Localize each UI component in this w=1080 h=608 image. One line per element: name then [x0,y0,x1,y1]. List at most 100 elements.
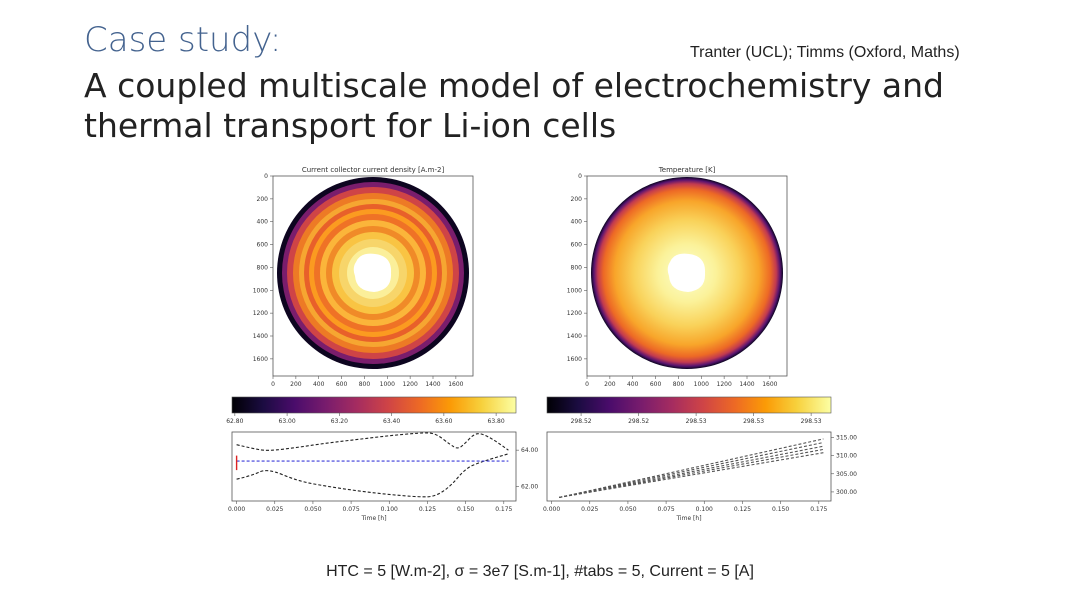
line-plot-1-xlabel: Time [h] [360,515,386,522]
y-tick-label: 0 [578,173,582,180]
x-tick-label: 800 [673,381,685,388]
x-tick-label: 0.050 [304,506,321,513]
line-plot-2-marks: 0.000 0.025 0.050 0.075 0.100 0.125 0.150 0.175… [543,434,857,513]
line-plot-current-density: 0.000 0.025 0.050 0.075 0.100 0.125 0.150 0.175… [228,431,538,522]
x-tick-label: 0 [585,381,589,388]
line-plot-1-frame [231,431,517,502]
colorbar-tick-label: 63.60 [435,418,452,425]
line-plot-2-xlabel: Time [h] [675,515,701,522]
slide-title: A coupled multiscale model of electroche… [84,66,944,146]
slide-title-line-1: A coupled multiscale model of electroche… [84,66,944,105]
colorbar-1-ticks: 62.80 63.00 63.20 63.40 63.60 63.80 [226,413,505,425]
x-tick-label: 0.000 [228,506,245,513]
colorbar-temperature: 298.52 298.52 298.53 298.53 298.53 [546,396,832,425]
y-tick-label: 300.00 [836,489,857,496]
x-tick-label: 1400 [425,381,440,388]
x-tick-label: 0 [271,381,275,388]
line-plot-1-marks: 0.000 0.025 0.050 0.075 0.100 0.125 0.150 0.175… [228,432,538,513]
colorbar-tick-label: 298.53 [743,418,764,425]
x-tick-label: 200 [604,381,616,388]
x-tick-label: 1200 [717,381,732,388]
x-tick-label: 1600 [762,381,777,388]
y-tick-label: 200 [257,196,269,203]
y-tick-label: 600 [571,242,583,249]
y-tick-label: 1000 [567,287,582,294]
y-tick-label: 800 [257,264,269,271]
y-tick-label: 64.00 [521,447,538,454]
x-tick-label: 0.175 [810,506,827,513]
x-tick-label: 200 [290,381,302,388]
x-tick-label: 0.100 [381,506,398,513]
x-tick-label: 1000 [694,381,709,388]
colorbar-tick-label: 298.53 [686,418,707,425]
x-tick-label: 0.100 [696,506,713,513]
y-tick-label: 305.00 [836,471,857,478]
x-tick-label: 600 [650,381,662,388]
x-tick-label: 1000 [380,381,395,388]
x-tick-label: 0.050 [619,506,636,513]
line-plot-temperature: 0.000 0.025 0.050 0.075 0.100 0.125 0.150 0.175… [543,431,857,522]
y-tick-label: 600 [257,242,269,249]
heatmap-1-title: Current collector current density [A.m-2… [302,166,445,174]
x-tick-label: 600 [336,381,348,388]
colorbar-tick-label: 63.80 [488,418,505,425]
y-tick-label: 1600 [567,356,582,363]
heatmap-1-center-hole [353,253,392,292]
series-line-lower-envelope [236,453,509,498]
heatmap-current-density: Current collector current density [A.m-2… [253,166,474,388]
x-tick-label: 0.000 [543,506,560,513]
x-tick-label: 400 [627,381,639,388]
colorbar-tick-label: 63.00 [279,418,296,425]
x-tick-label: 0.025 [581,506,598,513]
colorbar-current-density: 62.80 63.00 63.20 63.40 63.60 63.80 [226,396,517,425]
x-tick-label: 0.150 [457,506,474,513]
y-tick-label: 1200 [253,310,268,317]
colorbar-tick-label: 63.20 [331,418,348,425]
colorbar-2-bar [546,396,832,414]
author-credit: Tranter (UCL); Timms (Oxford, Maths) [690,44,960,61]
heatmap-2-ticks: 0 200 400 600 800 1000 1200 1400 1600 0 200 400 600 8… [567,173,778,388]
slide-title-prefix: Case study: [84,20,282,60]
y-tick-label: 400 [257,219,269,226]
parameters-footer: HTC = 5 [W.m-2], σ = 3e7 [S.m-1], #tabs … [326,563,754,580]
x-tick-label: 0.075 [343,506,360,513]
colorbar-tick-label: 63.40 [383,418,400,425]
series-line-upper-envelope [236,432,509,451]
x-tick-label: 0.125 [734,506,751,513]
x-tick-label: 0.175 [495,506,512,513]
heatmap-2-title: Temperature [K] [658,166,716,174]
colorbar-tick-label: 298.52 [628,418,649,425]
y-tick-label: 315.00 [836,434,857,441]
y-tick-label: 400 [571,219,583,226]
x-tick-label: 1600 [448,381,463,388]
y-tick-label: 62.00 [521,483,538,490]
x-tick-label: 800 [359,381,371,388]
heatmap-temperature: Temperature [K] 0 200 400 600 800 1000 1200 140… [567,166,788,388]
y-tick-label: 0 [264,173,268,180]
x-tick-label: 1200 [403,381,418,388]
y-tick-label: 310.00 [836,453,857,460]
series-line-t1 [559,438,824,498]
x-tick-label: 1400 [739,381,754,388]
heatmap-2-center-hole [667,253,706,292]
y-tick-label: 1000 [253,287,268,294]
heatmap-1-ticks: 0 200 400 600 800 1000 1200 1400 1600 0 200 400 600 8… [253,173,464,388]
y-tick-label: 1400 [253,333,268,340]
x-tick-label: 0.075 [658,506,675,513]
x-tick-label: 0.125 [419,506,436,513]
y-tick-label: 1600 [253,356,268,363]
y-tick-label: 200 [571,196,583,203]
colorbar-tick-label: 298.52 [571,418,592,425]
colorbar-1-bar [231,396,517,414]
colorbar-tick-label: 62.80 [226,418,243,425]
y-tick-label: 1400 [567,333,582,340]
y-tick-label: 1200 [567,310,582,317]
x-tick-label: 400 [313,381,325,388]
x-tick-label: 0.025 [266,506,283,513]
y-tick-label: 800 [571,264,583,271]
slide-title-line-2: thermal transport for Li-ion cells [84,106,617,145]
colorbar-tick-label: 298.53 [801,418,822,425]
colorbar-2-ticks: 298.52 298.52 298.53 298.53 298.53 [571,413,822,425]
x-tick-label: 0.150 [772,506,789,513]
